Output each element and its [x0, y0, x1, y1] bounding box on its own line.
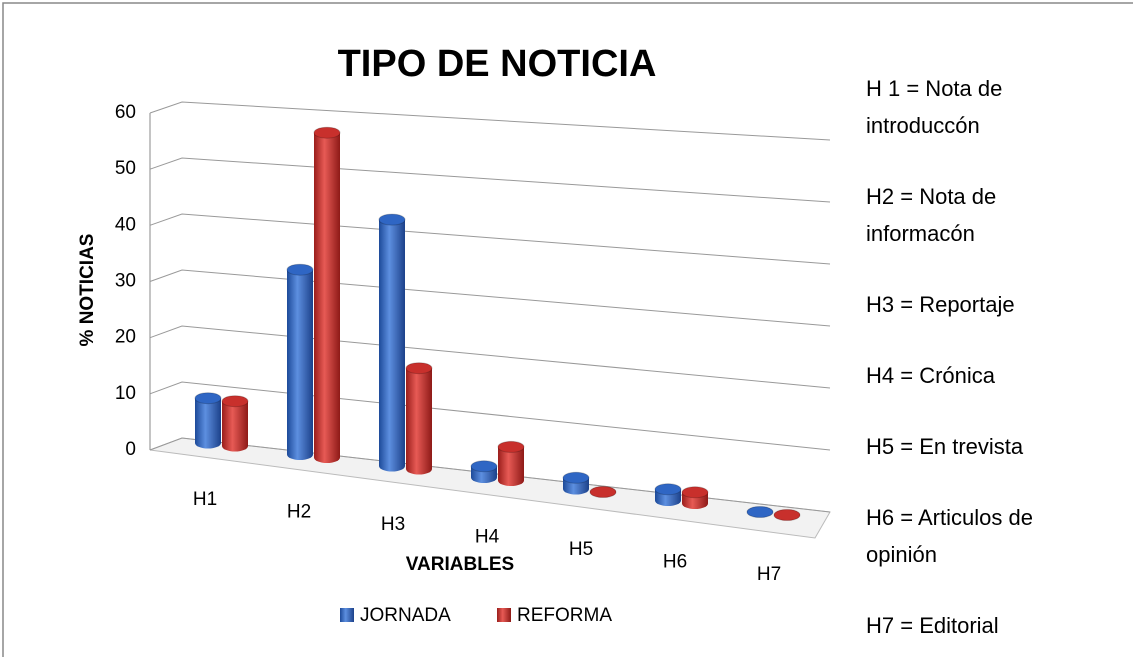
- grid-line: [149, 213, 831, 265]
- bar-body: [498, 446, 524, 481]
- bar-body: [655, 489, 681, 501]
- bar-top: [562, 471, 590, 484]
- x-tick-label: H3: [381, 514, 405, 535]
- bar-body: [287, 269, 313, 455]
- y-tick-label: 0: [125, 439, 136, 460]
- bar-body: [563, 477, 589, 489]
- bar-top: [313, 126, 341, 139]
- grid-line: [149, 157, 831, 203]
- annotation: H2 = Nota de: [866, 184, 996, 209]
- legend-swatch: [497, 608, 511, 622]
- x-axis-label: VARIABLES: [406, 554, 514, 575]
- bar: [378, 213, 406, 472]
- bar: [681, 486, 709, 509]
- bar: [746, 506, 774, 518]
- x-tick-label: H6: [663, 552, 687, 573]
- annotation: H6 = Articulos de: [866, 505, 1033, 530]
- x-tick-label: H1: [193, 489, 217, 510]
- bar: [654, 483, 682, 506]
- y-tick-label: 10: [115, 383, 136, 404]
- legend-swatch: [340, 608, 354, 622]
- annotation: informacón: [866, 221, 975, 246]
- bar-top: [654, 483, 682, 496]
- bar-body: [222, 401, 248, 446]
- bar: [470, 460, 498, 483]
- bar-top: [405, 362, 433, 375]
- grid-line: [149, 269, 831, 327]
- bar-body: [314, 132, 340, 458]
- x-tick-label: H2: [287, 502, 311, 523]
- bar-top: [773, 509, 801, 521]
- annotation: introduccón: [866, 113, 980, 138]
- annotation: opinión: [866, 542, 937, 567]
- bar-body: [682, 492, 708, 504]
- annotation: H4 = Crónica: [866, 363, 996, 388]
- bar: [313, 126, 341, 463]
- bar: [194, 392, 222, 449]
- bar-top: [221, 395, 249, 408]
- y-tick-label: 50: [115, 158, 136, 179]
- bar: [405, 362, 433, 475]
- bar-top: [378, 213, 406, 226]
- legend-label: JORNADA: [360, 605, 451, 626]
- x-tick-label: H5: [569, 539, 593, 560]
- grid-line: [149, 437, 831, 513]
- bar: [221, 395, 249, 452]
- y-axis-label: % NOTICIAS: [77, 234, 98, 347]
- y-tick-label: 20: [115, 327, 136, 348]
- y-tick-label: 60: [115, 102, 136, 123]
- annotation: H 1 = Nota de: [866, 76, 1002, 101]
- legend-label: REFORMA: [517, 605, 612, 626]
- bar: [497, 440, 525, 486]
- x-tick-label: H7: [757, 564, 781, 585]
- chart-title: TIPO DE NOTICIA: [338, 43, 657, 85]
- bar-top: [681, 486, 709, 499]
- bar-body: [195, 398, 221, 443]
- bar: [773, 509, 801, 521]
- grid-line: [149, 325, 831, 389]
- bar-top: [497, 440, 525, 453]
- grid-line: [149, 381, 831, 451]
- bar-top: [589, 486, 617, 498]
- bar-body: [406, 368, 432, 469]
- annotation: H7 = Editorial: [866, 613, 999, 638]
- annotation: H5 = En trevista: [866, 434, 1024, 459]
- bar: [589, 486, 617, 498]
- bar-top: [470, 460, 498, 473]
- y-tick-label: 40: [115, 214, 136, 235]
- bar-top: [194, 392, 222, 405]
- annotation: H3 = Reportaje: [866, 292, 1015, 317]
- bar-top: [286, 263, 314, 276]
- bar-body: [471, 466, 497, 478]
- bar-top: [746, 506, 774, 518]
- bar: [562, 471, 590, 495]
- x-tick-label: H4: [475, 527, 500, 548]
- grid-line: [149, 101, 831, 141]
- y-tick-label: 30: [115, 271, 136, 292]
- bar-body: [379, 219, 405, 466]
- bar: [286, 263, 314, 460]
